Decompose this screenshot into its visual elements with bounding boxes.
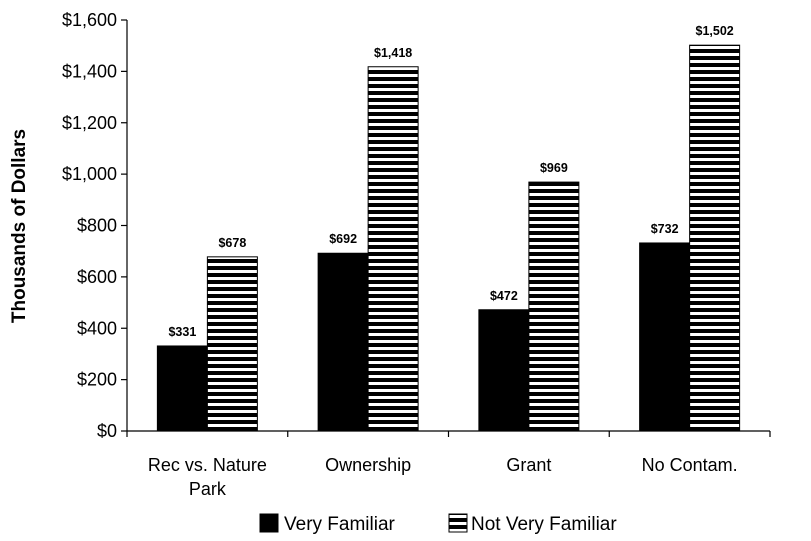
y-axis-label: Thousands of Dollars xyxy=(9,129,30,323)
x-category-label: Grant xyxy=(506,455,551,475)
y-tick-label: $1,600 xyxy=(62,10,117,30)
data-label: $1,502 xyxy=(696,24,734,38)
data-label: $692 xyxy=(329,232,357,246)
bar-very-familiar xyxy=(640,243,690,431)
bar-not-very-familiar xyxy=(207,257,257,431)
y-tick-label: $800 xyxy=(77,216,117,236)
bar-not-very-familiar xyxy=(529,182,579,431)
data-label: $331 xyxy=(168,325,196,339)
bar-not-very-familiar xyxy=(690,45,740,431)
data-label: $472 xyxy=(490,289,518,303)
data-label: $678 xyxy=(218,236,246,250)
x-category-label: Park xyxy=(189,479,227,499)
y-tick-label: $1,000 xyxy=(62,164,117,184)
data-label: $732 xyxy=(651,222,679,236)
y-tick-label: $600 xyxy=(77,267,117,287)
legend-label: Very Familiar xyxy=(284,514,396,535)
x-axis xyxy=(127,431,770,437)
category-labels: Rec vs. Nature Park Ownership Grant No Conta… xyxy=(148,455,738,499)
bar-not-very-familiar xyxy=(368,67,418,431)
x-category-label: No Contam. xyxy=(642,455,738,475)
y-tick-label: $0 xyxy=(97,421,117,441)
y-axis-label-group: Thousands of Dollars xyxy=(9,129,30,323)
y-tick-label: $1,200 xyxy=(62,113,117,133)
x-category-label: Rec vs. Nature xyxy=(148,455,267,475)
data-label: $1,418 xyxy=(374,46,412,60)
bar-very-familiar xyxy=(157,346,207,431)
y-tick-label: $400 xyxy=(77,318,117,338)
legend-swatch xyxy=(260,514,278,532)
y-axis: $0 $200 $400 $600 $800 $1,000 $1,200 $1,400 $1,6… xyxy=(62,10,127,441)
legend-swatch xyxy=(449,514,467,532)
data-label: $969 xyxy=(540,161,568,175)
y-tick-label: $200 xyxy=(77,370,117,390)
legend: Very Familiar Not Very Familiar xyxy=(260,514,617,535)
legend-label: Not Very Familiar xyxy=(471,514,617,535)
bar-very-familiar xyxy=(479,310,529,431)
x-category-label: Ownership xyxy=(325,455,411,475)
bar-very-familiar xyxy=(318,253,368,431)
y-tick-label: $1,400 xyxy=(62,61,117,81)
